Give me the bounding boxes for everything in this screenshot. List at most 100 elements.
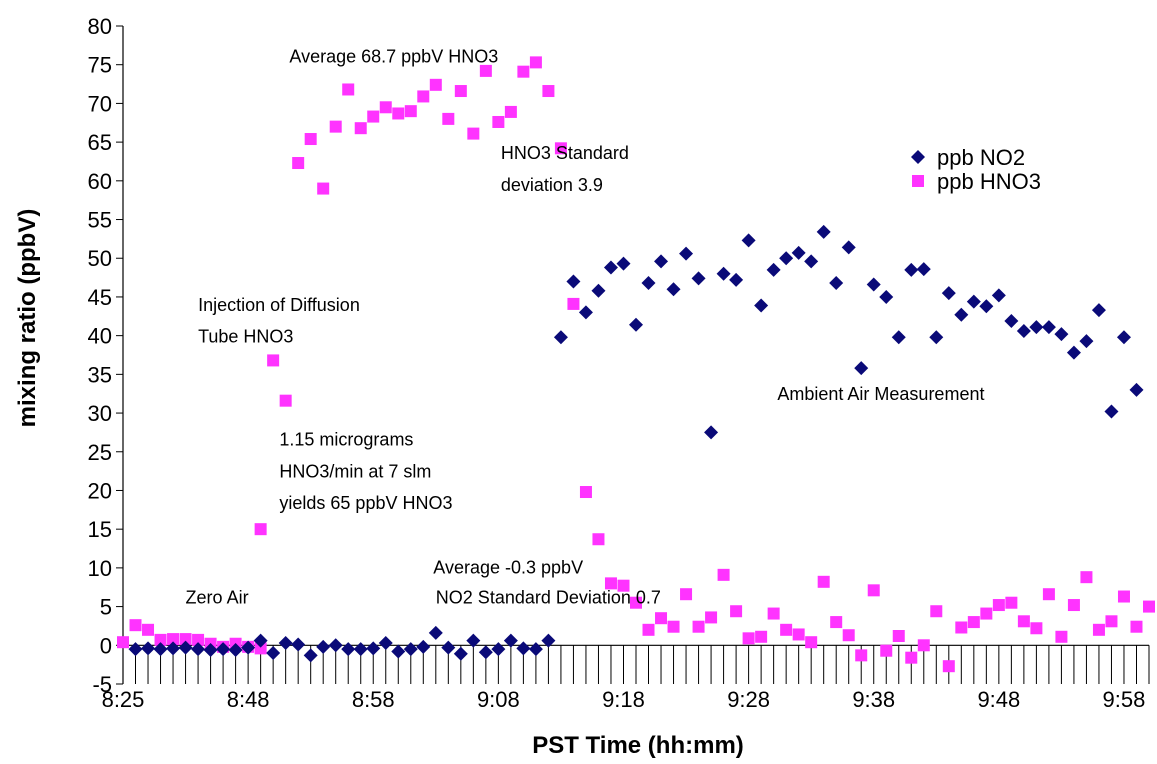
annotation: Ambient Air Measurement	[777, 384, 984, 404]
annotation: Zero Air	[186, 587, 249, 607]
hno3-point	[817, 575, 830, 588]
no2-point	[416, 639, 431, 654]
no2-point	[1116, 330, 1131, 345]
no2-point	[1029, 320, 1044, 335]
hno3-point	[830, 616, 843, 629]
y-tick-label: 15	[88, 517, 112, 542]
no2-point	[816, 224, 831, 239]
y-tick-label: 5	[100, 595, 112, 620]
no2-point	[603, 260, 618, 275]
no2-point	[403, 642, 418, 657]
no2-point	[904, 262, 919, 277]
no2-point	[178, 640, 193, 655]
y-tick-label: 40	[88, 324, 112, 349]
y-tick-label: 25	[88, 440, 112, 465]
no2-point	[766, 262, 781, 277]
hno3-point	[417, 90, 430, 103]
hno3-point	[617, 579, 630, 592]
no2-point	[641, 276, 656, 291]
annotation: HNO3 Standard	[501, 143, 629, 163]
hno3-point	[129, 619, 142, 632]
no2-point	[278, 635, 293, 650]
y-tick-label: -5	[92, 672, 112, 697]
hno3-point	[567, 297, 580, 310]
hno3-point	[542, 85, 555, 98]
no2-point	[891, 330, 906, 345]
hno3-point	[755, 630, 768, 643]
hno3-point	[467, 127, 480, 140]
no2-point	[503, 633, 518, 648]
no2-point	[729, 272, 744, 287]
hno3-point	[167, 633, 180, 646]
hno3-point	[404, 105, 417, 118]
hno3-point	[267, 354, 280, 367]
no2-point	[553, 330, 568, 345]
x-tick-label: 9:48	[977, 687, 1020, 712]
annotation: yields 65 ppbV HNO3	[279, 493, 452, 513]
y-tick-label: 45	[88, 285, 112, 310]
hno3-point	[592, 533, 605, 546]
no2-point	[916, 262, 931, 277]
hno3-point	[905, 651, 918, 664]
hno3-point	[992, 599, 1005, 612]
hno3-point	[579, 486, 592, 499]
hno3-point	[317, 182, 330, 195]
y-tick-label: 0	[100, 633, 112, 658]
hno3-point	[367, 110, 380, 123]
no2-point	[528, 642, 543, 657]
hno3-point	[279, 394, 292, 407]
no2-point	[979, 299, 994, 314]
no2-point	[1016, 324, 1031, 339]
no2-point	[291, 637, 306, 652]
no2-point	[366, 641, 381, 656]
no2-point	[216, 642, 231, 657]
no2-point	[1004, 313, 1019, 328]
no2-point	[1054, 327, 1069, 342]
hno3-point	[304, 133, 317, 146]
legend-label-hno3: ppb HNO3	[937, 169, 1041, 194]
hno3-point	[354, 122, 367, 135]
no2-point	[328, 638, 343, 653]
hno3-point	[1005, 596, 1018, 609]
hno3-point	[154, 633, 167, 646]
hno3-point	[630, 596, 642, 609]
hno3-point	[429, 78, 442, 91]
hno3-point	[917, 639, 930, 652]
hno3-point	[504, 105, 517, 118]
legend-marker-no2	[911, 150, 925, 164]
no2-point	[654, 254, 669, 269]
no2-point	[241, 640, 256, 655]
data-marks	[117, 56, 1155, 673]
no2-point	[966, 294, 981, 309]
hno3-point	[254, 642, 267, 655]
no2-point	[166, 641, 181, 656]
hno3-point	[142, 623, 155, 636]
no2-point	[941, 286, 956, 301]
x-tick-label: 9:08	[477, 687, 520, 712]
hno3-point	[880, 644, 893, 657]
no2-point	[341, 642, 356, 657]
no2-point	[629, 317, 643, 332]
no2-point	[841, 240, 856, 255]
no2-point	[478, 645, 493, 660]
y-tick-label: 80	[88, 14, 112, 39]
y-tick-label: 50	[88, 246, 112, 271]
hno3-point	[454, 85, 467, 98]
y-tick-label: 70	[88, 91, 112, 116]
y-tick-label: 35	[88, 362, 112, 387]
no2-point	[441, 640, 456, 655]
hno3-point	[379, 101, 392, 114]
y-tick-label: 60	[88, 169, 112, 194]
no2-point	[378, 635, 393, 650]
hno3-point	[192, 633, 205, 646]
y-tick-label: 55	[88, 208, 112, 233]
hno3-point	[692, 620, 705, 633]
x-tick-label: 9:18	[602, 687, 645, 712]
no2-point	[854, 361, 869, 376]
no2-point	[1104, 404, 1119, 419]
no2-point	[954, 307, 969, 322]
hno3-point	[680, 588, 693, 601]
hno3-point	[930, 605, 943, 618]
no2-point	[591, 283, 606, 298]
